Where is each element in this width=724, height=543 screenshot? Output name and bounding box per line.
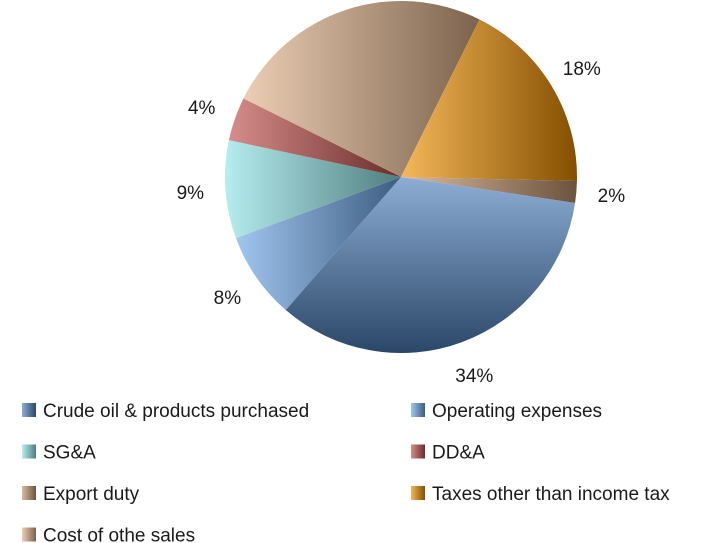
pie-slice-sg-a xyxy=(224,140,401,239)
pie-slice-operating-expenses xyxy=(235,177,401,311)
data-label-taxes-other-than-income-tax: 18% xyxy=(563,59,601,80)
legend-label-cost-of-othe-sales: Cost of othe sales xyxy=(43,526,195,543)
legend-swatch-sg-a xyxy=(22,444,36,459)
pie-slice-dd-a xyxy=(228,98,401,177)
legend-label-operating-expenses: Operating expenses xyxy=(432,401,602,422)
legend-swatch-operating-expenses xyxy=(411,403,425,417)
data-label-operating-expenses: 8% xyxy=(214,288,242,309)
legend-label-export-duty: Export duty xyxy=(43,484,140,505)
legend-label-crude-oil-products-purchased: Crude oil & products purchased xyxy=(43,401,309,422)
legend-label-dd-a: DD&A xyxy=(432,443,485,464)
pie-slices xyxy=(224,0,577,353)
pie-slice-export-duty xyxy=(401,177,577,204)
legend-label-sg-a: SG&A xyxy=(43,443,96,464)
data-label-dd-a: 4% xyxy=(188,98,216,119)
legend-swatch-cost-of-othe-sales xyxy=(22,527,36,542)
pie-slice-taxes-other-than-income-tax xyxy=(401,19,577,181)
data-label-export-duty: 2% xyxy=(598,186,626,207)
legend-swatch-crude-oil-products-purchased xyxy=(22,403,36,417)
pie-data-labels: 25%18%2%34%8%9%4% xyxy=(177,59,626,387)
pie-slice-crude-oil-products-purchased xyxy=(285,177,576,353)
legend-label-taxes-other-than-income-tax: Taxes other than income tax xyxy=(432,484,670,505)
legend-swatch-taxes-other-than-income-tax xyxy=(411,486,425,500)
legend-swatch-export-duty xyxy=(22,486,36,500)
pie-slice-cost-of-othe-sales xyxy=(243,0,480,178)
data-label-sg-a: 9% xyxy=(177,183,205,204)
legend: Crude oil & products purchased Operating … xyxy=(22,401,670,543)
legend-swatch-dd-a xyxy=(411,444,425,459)
data-label-crude-oil-products-purchased: 34% xyxy=(455,366,493,387)
